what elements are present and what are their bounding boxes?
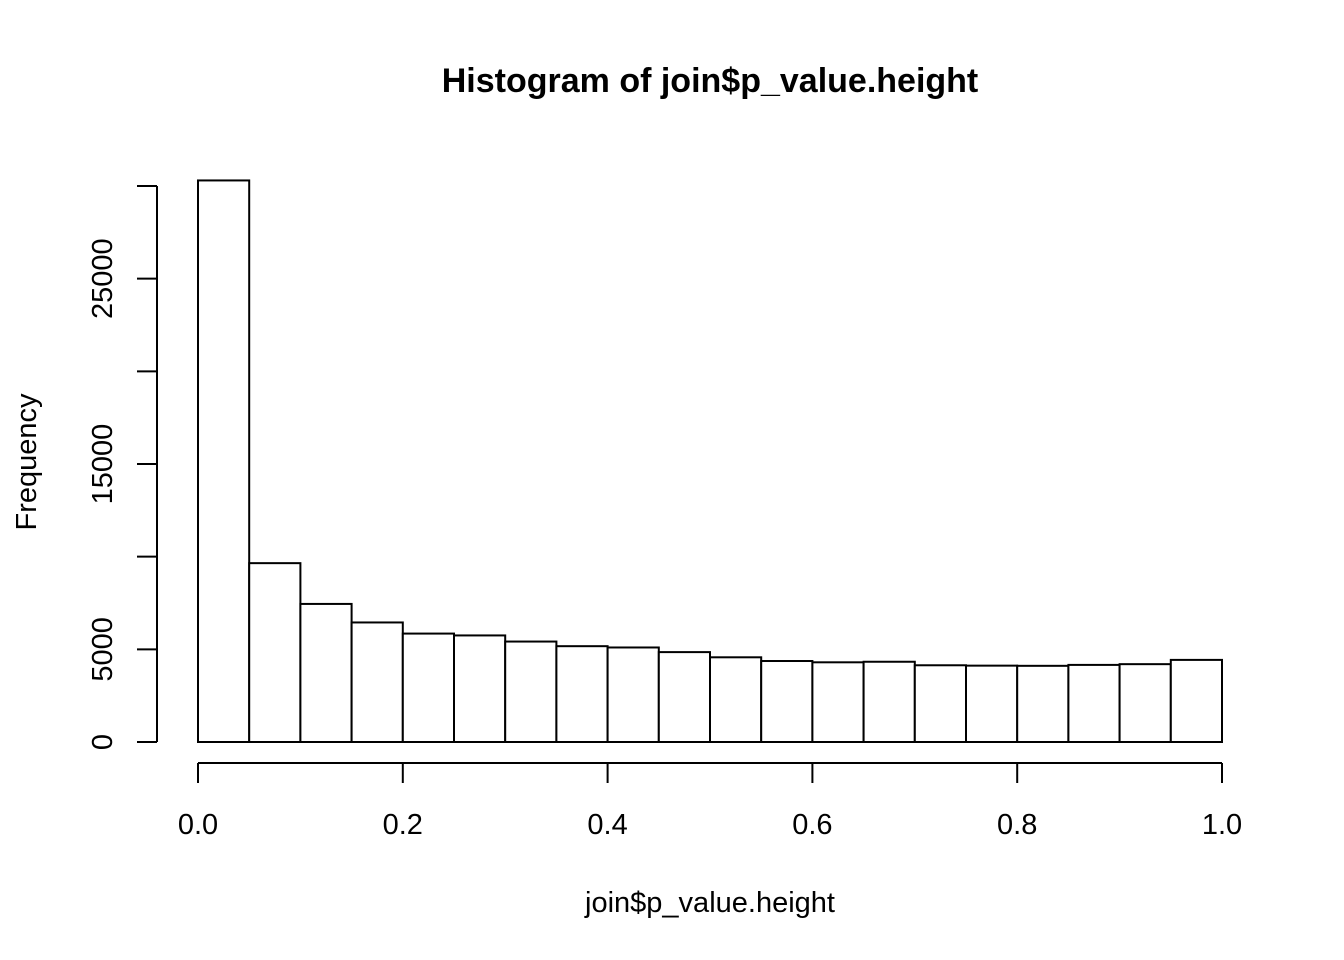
histogram-bar	[504, 640, 558, 743]
y-axis: 0 5000 15000 25000	[87, 185, 158, 750]
histogram-bar	[197, 179, 251, 743]
y-tick-label: 5000	[87, 617, 119, 682]
x-tick-label: 0.8	[997, 809, 1037, 841]
histogram-bar	[1169, 658, 1224, 744]
x-tick-label: 0.4	[587, 809, 627, 841]
histogram-bars	[197, 179, 1224, 744]
histogram-bar	[299, 602, 353, 744]
x-tick-label: 0.2	[383, 809, 423, 841]
x-axis: 0.0 0.2 0.4 0.6 0.8 1.0	[178, 762, 1242, 841]
histogram-bar	[1118, 663, 1172, 743]
y-tick-label: 0	[87, 734, 119, 750]
histogram-bar	[606, 646, 660, 743]
x-tick-label: 1.0	[1202, 809, 1242, 841]
histogram-bar	[350, 621, 404, 744]
chart-title: Histogram of join$p_value.height	[442, 62, 979, 100]
histogram-bar	[1067, 663, 1121, 743]
y-axis-label: Frequency	[11, 393, 43, 531]
x-tick-label: 0.6	[792, 809, 832, 841]
histogram-bar	[965, 664, 1019, 743]
histogram-bar	[862, 660, 916, 744]
histogram-bar	[657, 651, 711, 744]
histogram-bar	[913, 664, 967, 743]
histogram-bar	[555, 645, 609, 744]
x-axis-label: join$p_value.height	[584, 887, 835, 919]
histogram-bar	[811, 661, 865, 743]
histogram-bar	[401, 632, 455, 744]
y-tick-label: 15000	[87, 424, 119, 505]
histogram-bar	[248, 562, 302, 743]
x-tick-label: 0.0	[178, 809, 218, 841]
histogram-bar	[453, 634, 507, 744]
histogram-bar	[709, 656, 763, 744]
histogram-bar	[1016, 664, 1070, 743]
y-tick-label: 25000	[87, 238, 119, 319]
histogram-bar	[760, 660, 814, 744]
